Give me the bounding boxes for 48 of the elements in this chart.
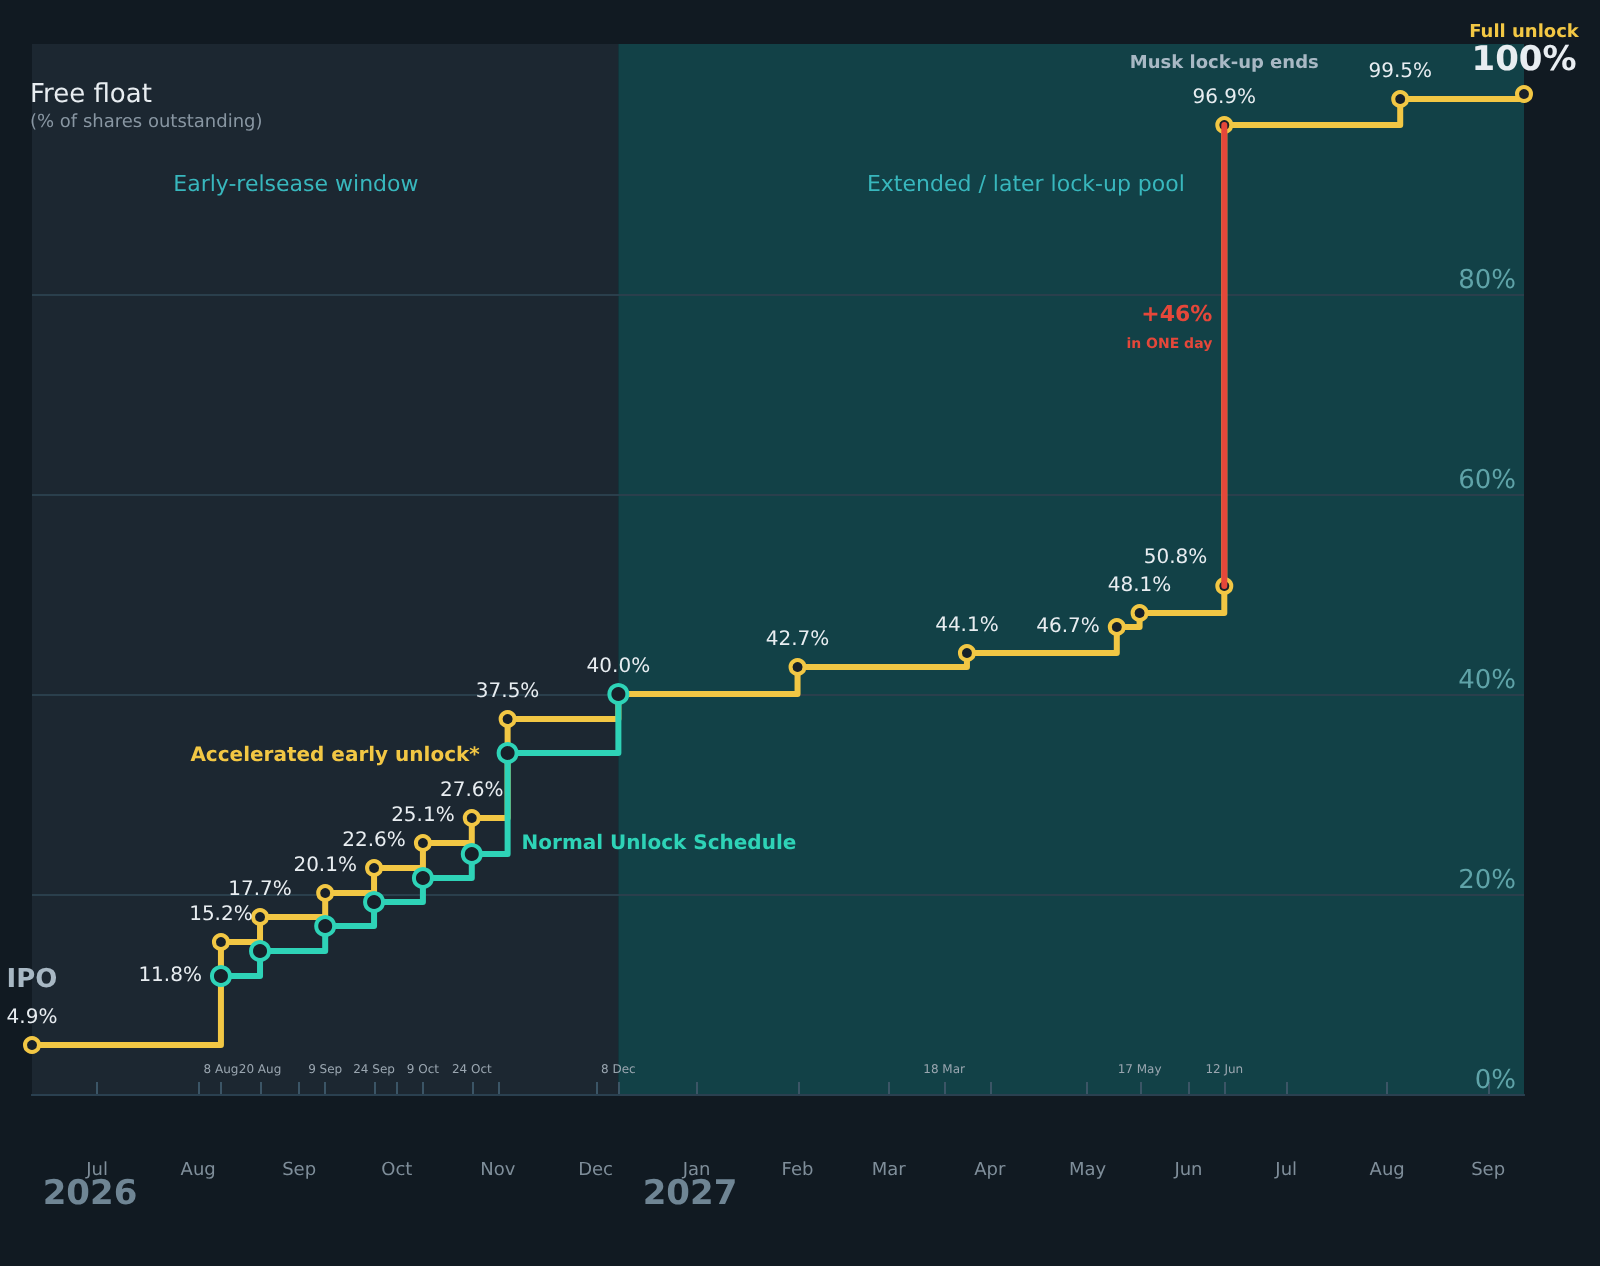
x-tick-label: Oct	[381, 1161, 414, 1181]
x-tick-label: Mar	[871, 1161, 907, 1181]
data-label: 25.1%	[391, 805, 455, 827]
y-tick-label: 60%	[1458, 466, 1516, 496]
data-label: 37.5%	[475, 681, 540, 703]
x-tick-label: Feb	[781, 1161, 815, 1181]
x-tick-label: Sep	[1471, 1161, 1506, 1181]
data-label: 15.2%	[189, 904, 253, 926]
band-label: Extended / later lock-up pool	[866, 171, 1185, 197]
band-label: Early-relsease window	[173, 171, 419, 197]
x-tick-label: Dec	[578, 1161, 614, 1181]
data-label: 22.6%	[342, 830, 406, 852]
x-tick-label: Jun	[1172, 1161, 1203, 1181]
annotation: Full unlock	[1469, 23, 1581, 43]
data-label: 20.1%	[293, 855, 357, 877]
y-tick-label: 20%	[1458, 866, 1516, 896]
x-tick-label: Aug	[1369, 1161, 1405, 1181]
x-tick-label: Apr	[974, 1161, 1006, 1181]
data-label: 48.1%	[1107, 575, 1172, 597]
text: (% of shares outstanding)	[30, 113, 263, 133]
x-tick-label: May	[1068, 1161, 1108, 1181]
data-label: 100%	[1471, 40, 1577, 80]
annotation: +46%	[1141, 301, 1213, 327]
data-label: 99.5%	[1368, 61, 1432, 83]
y-tick-label: 0%	[1474, 1066, 1516, 1096]
text: Free float	[30, 80, 152, 110]
data-label: 11.8%	[138, 965, 202, 987]
data-label: 44.1%	[935, 615, 999, 637]
x-tick-label: Jan	[680, 1161, 711, 1181]
y-tick-label: 80%	[1458, 266, 1516, 296]
x-tick-label: Aug	[180, 1161, 216, 1181]
y-tick-label: 40%	[1458, 666, 1516, 696]
x-tick-label: Sep	[282, 1161, 317, 1181]
series-label: Accelerated early unlock*	[190, 745, 482, 767]
data-label: 42.7%	[765, 629, 830, 651]
data-label: 96.9%	[1192, 87, 1257, 109]
data-label: 17.7%	[228, 879, 292, 901]
data-label: 40.0%	[586, 656, 651, 678]
annotation: Musk lock-up ends	[1129, 54, 1319, 74]
data-label: 4.9%	[6, 1007, 58, 1029]
data-label: 46.7%	[1036, 616, 1100, 638]
data-label: 27.6%	[440, 780, 504, 802]
x-tick-label: Nov	[480, 1161, 517, 1181]
data-label: 50.8%	[1143, 547, 1208, 569]
annotation: IPO	[6, 965, 58, 995]
x-tick-label: Jul	[84, 1161, 109, 1181]
series-label: Normal Unlock Schedule	[521, 833, 797, 855]
x-tick-label: Jul	[1273, 1161, 1298, 1181]
